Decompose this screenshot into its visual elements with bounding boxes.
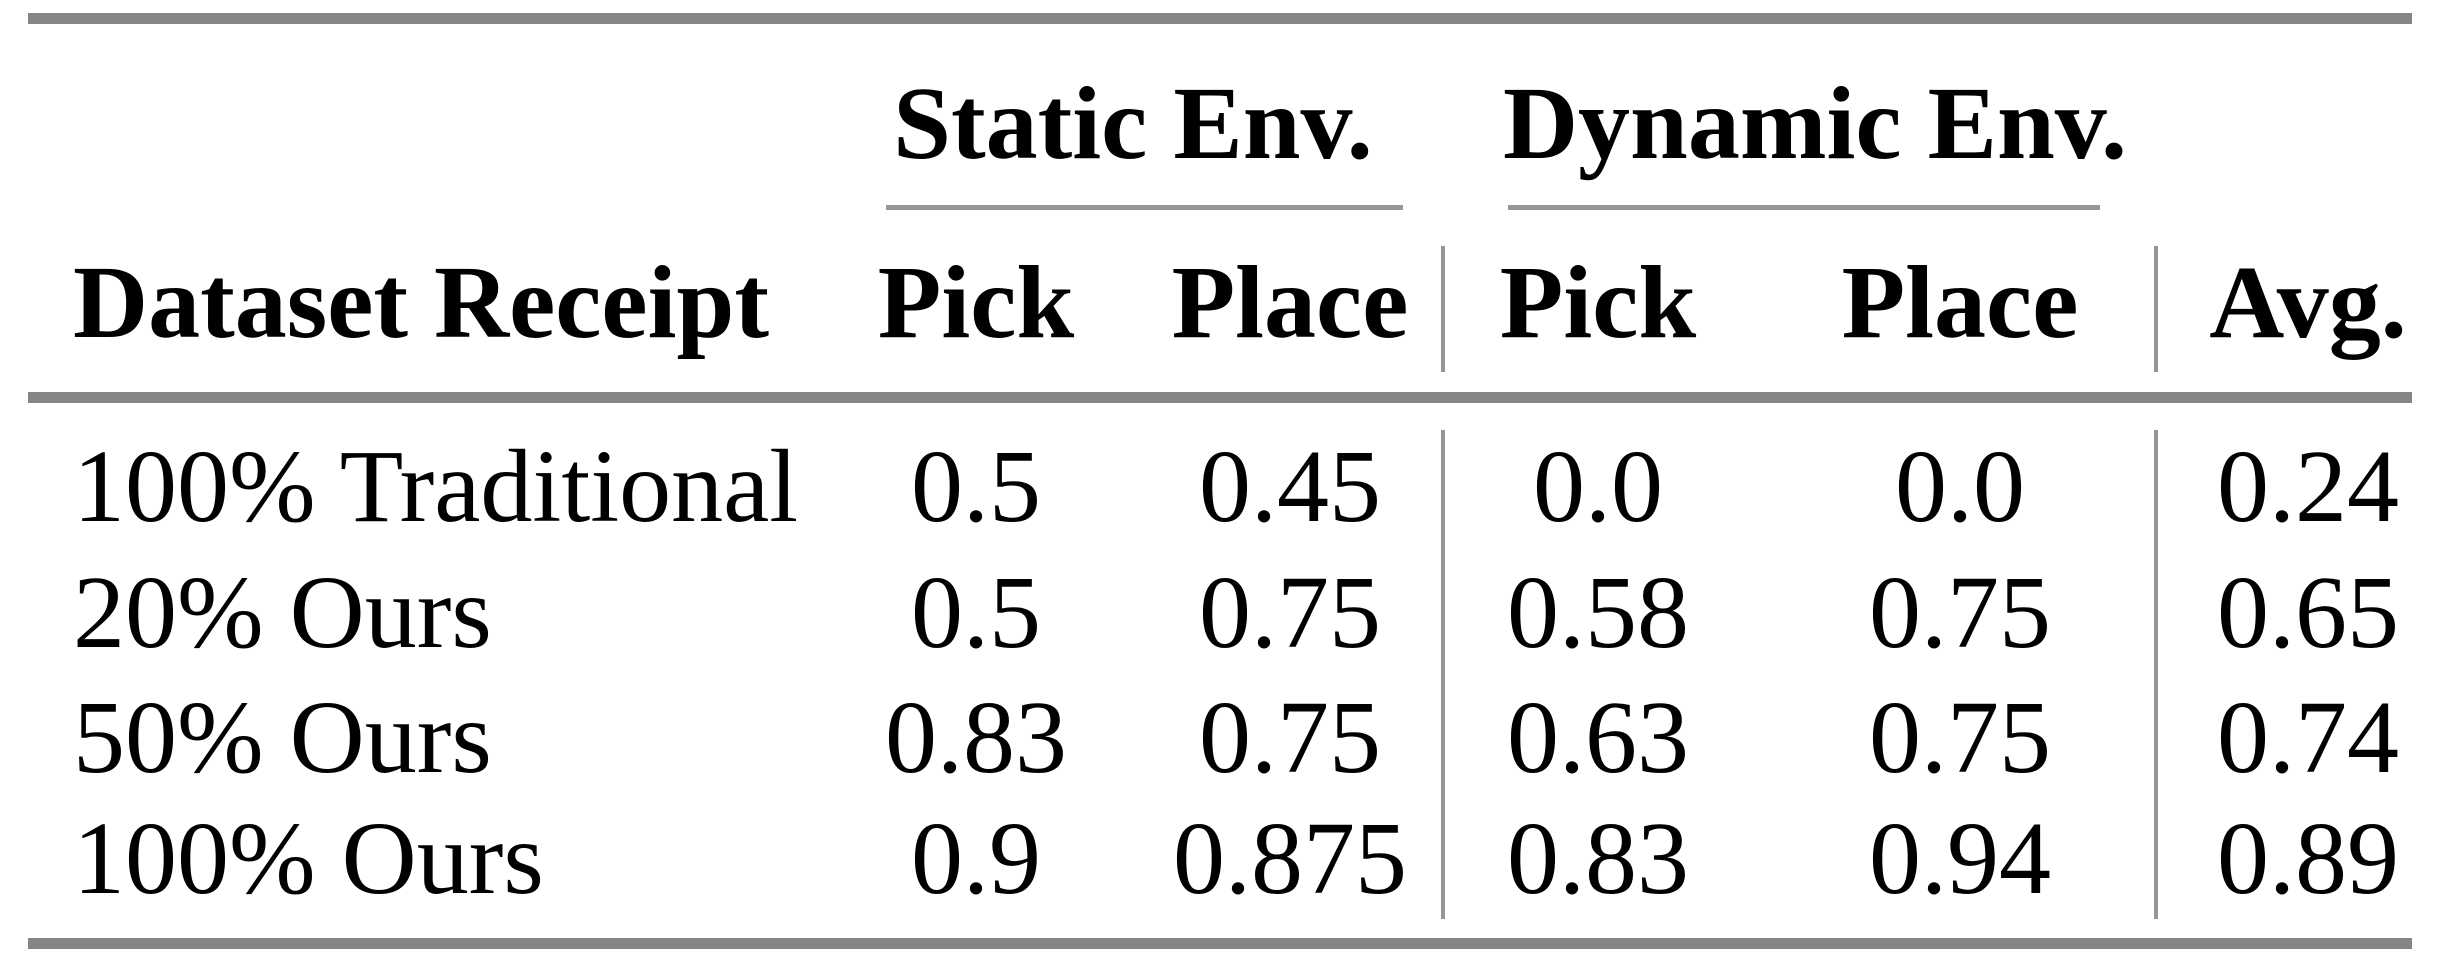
cell-static-place: 0.75 [1199, 680, 1381, 795]
cmidrule-static-env [886, 205, 1403, 210]
column-header-dynamic-pick: Pick [1499, 245, 1697, 360]
cell-static-pick: 0.5 [911, 429, 1041, 544]
column-header-static-pick: Pick [877, 245, 1075, 360]
row-label: 20% Ours [73, 555, 492, 670]
cell-dynamic-place: 0.75 [1869, 680, 2051, 795]
cell-static-pick: 0.83 [885, 680, 1067, 795]
cell-avg: 0.89 [2217, 801, 2399, 916]
group-header-dynamic-env: Dynamic Env. [1502, 66, 2128, 181]
vertical-rule-header-static-dynamic [1441, 246, 1445, 372]
cell-dynamic-pick: 0.63 [1507, 680, 1689, 795]
cell-dynamic-pick: 0.83 [1507, 801, 1689, 916]
cell-dynamic-pick: 0.58 [1507, 555, 1689, 670]
cell-dynamic-place: 0.0 [1895, 429, 2025, 544]
column-header-static-place: Place [1171, 245, 1409, 360]
cell-static-place: 0.75 [1199, 555, 1381, 670]
column-header-avg: Avg. [2209, 245, 2407, 360]
vertical-rule-header-avg [2154, 246, 2158, 372]
cell-static-pick: 0.9 [911, 801, 1041, 916]
table-bottom-rule [28, 938, 2412, 949]
cell-dynamic-pick: 0.0 [1533, 429, 1663, 544]
row-label: 100% Traditional [73, 429, 799, 544]
column-header-dataset-receipt: Dataset Receipt [73, 245, 769, 360]
cell-static-place: 0.45 [1199, 429, 1381, 544]
cell-dynamic-place: 0.75 [1869, 555, 2051, 670]
vertical-rule-body-static-dynamic [1441, 430, 1445, 919]
row-label: 100% Ours [73, 801, 544, 916]
cell-avg: 0.74 [2217, 680, 2399, 795]
cell-static-pick: 0.5 [911, 555, 1041, 670]
cell-avg: 0.24 [2217, 429, 2399, 544]
cell-dynamic-place: 0.94 [1869, 801, 2051, 916]
group-header-static-env: Static Env. [893, 66, 1373, 181]
table-top-rule [28, 13, 2412, 24]
cell-avg: 0.65 [2217, 555, 2399, 670]
cmidrule-dynamic-env [1508, 205, 2100, 210]
table-header-rule [28, 392, 2412, 403]
column-header-dynamic-place: Place [1841, 245, 2079, 360]
row-label: 50% Ours [73, 680, 492, 795]
cell-static-place: 0.875 [1173, 801, 1407, 916]
vertical-rule-body-avg [2154, 430, 2158, 919]
